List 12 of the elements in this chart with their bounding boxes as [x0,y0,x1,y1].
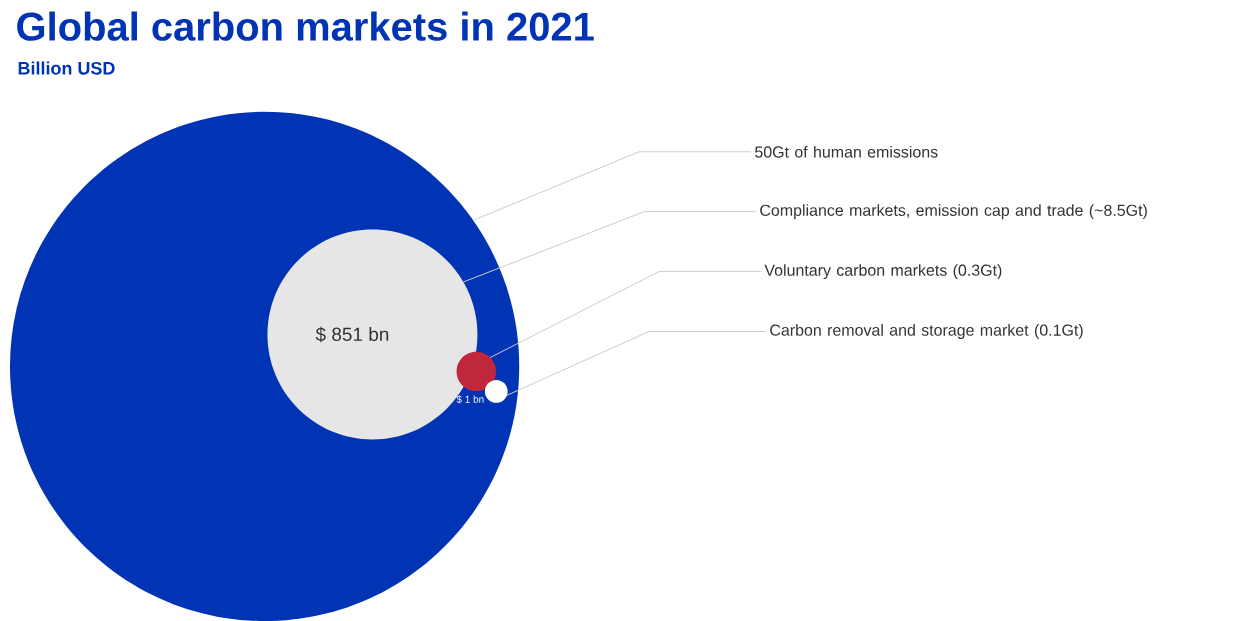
text: $ 1 bn [456,395,484,404]
data-label: (0.1Gt) [1034,324,1083,339]
category-label: Voluntary carbon markets [764,264,947,280]
category-label: Compliance markets, emission cap and trade [760,204,1083,220]
category-label: of human emissions [795,145,938,158]
data-label: 50Gt [755,146,789,158]
data-label: (0.3Gt) [953,264,1002,279]
data-label: (~8.5Gt) [1089,204,1147,220]
text: Global carbon markets in 2021 [17,11,594,41]
text: Billion USD [18,61,115,75]
text: $ 851 bn [315,326,389,343]
category-label: Carbon removal and storage market [770,324,1029,339]
